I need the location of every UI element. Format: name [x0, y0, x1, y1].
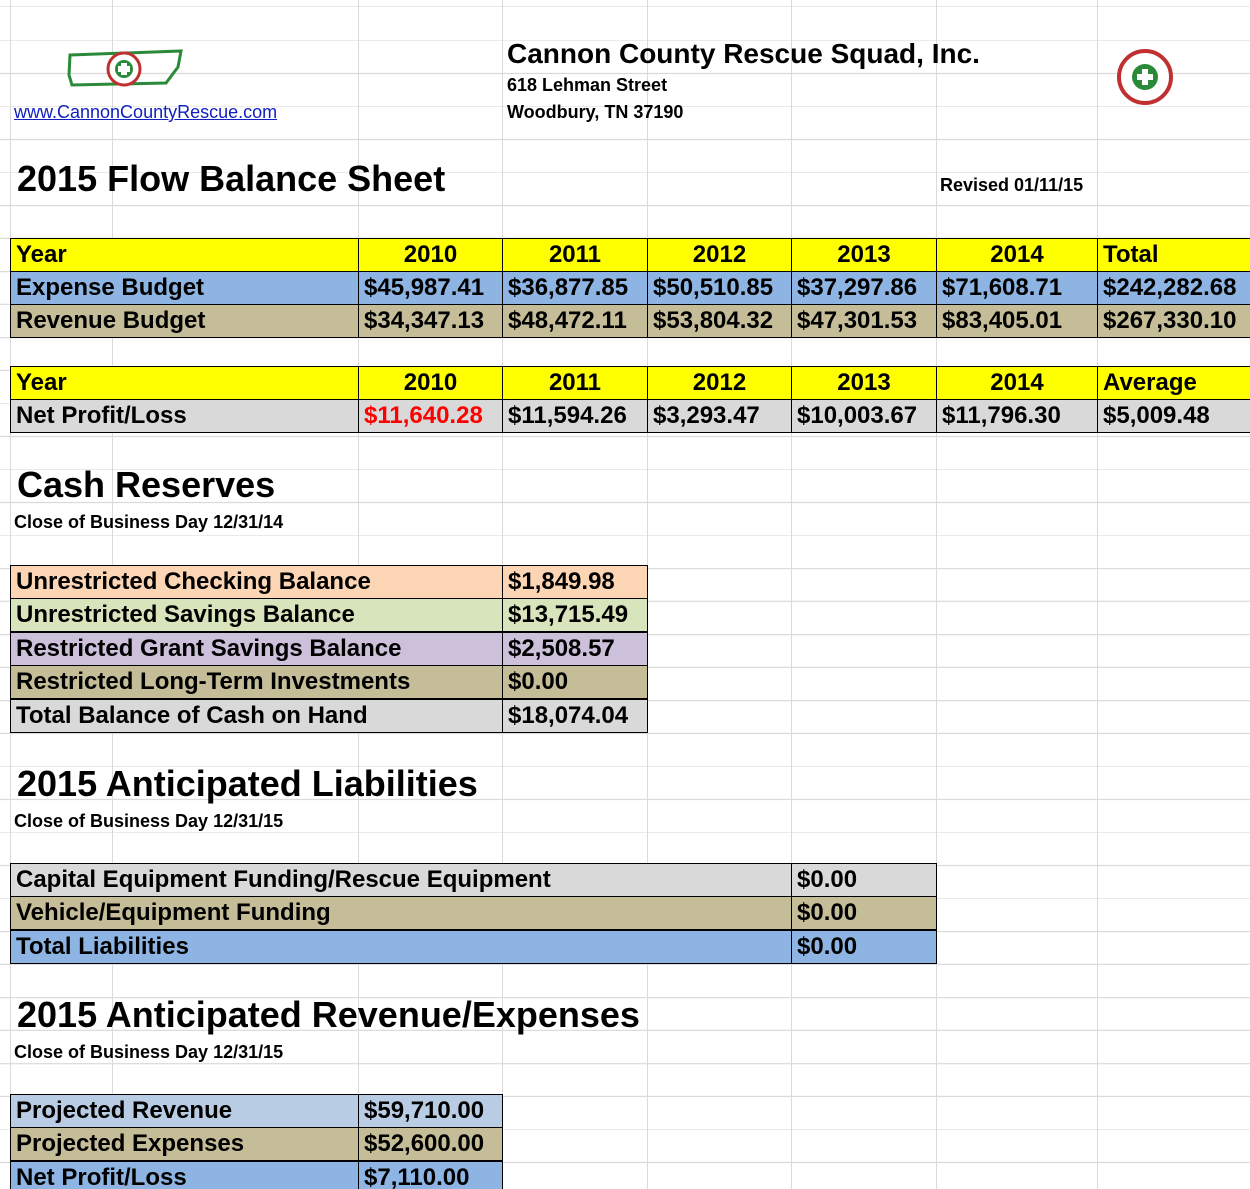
cell: $13,715.49: [502, 598, 648, 633]
cell: $5,009.48: [1097, 399, 1250, 433]
revised-date: Revised 01/11/15: [940, 175, 1084, 195]
cell: Net Profit/Loss: [10, 1160, 359, 1189]
cell: $45,987.41: [358, 271, 503, 305]
cell: 2010: [358, 238, 503, 272]
section-subtitle: Close of Business Day 12/31/14: [14, 512, 284, 532]
sheet-title: 2015 Flow Balance Sheet: [17, 158, 446, 199]
website-link[interactable]: www.CannonCountyRescue.com: [14, 102, 278, 122]
section-title: 2015 Anticipated Revenue/Expenses: [17, 994, 640, 1035]
cell: $0.00: [791, 863, 937, 897]
cell: Capital Equipment Funding/Rescue Equipme…: [10, 863, 792, 897]
cell: $34,347.13: [358, 304, 503, 338]
cell: 2013: [791, 238, 937, 272]
cell: $0.00: [791, 929, 937, 964]
organization: Cannon County Rescue Squad, Inc.: [507, 38, 980, 69]
section-subtitle: Close of Business Day 12/31/15: [14, 1042, 284, 1062]
cell: $0.00: [502, 665, 648, 700]
cell: $11,594.26: [502, 399, 648, 433]
cell: $267,330.10: [1097, 304, 1250, 338]
cell: 2010: [358, 366, 503, 400]
cell: Projected Expenses: [10, 1127, 359, 1162]
grid-line: [791, 0, 792, 1189]
cell: $37,297.86: [791, 271, 937, 305]
cell: $2,508.57: [502, 631, 648, 666]
cell: $53,804.32: [647, 304, 792, 338]
street: 618 Lehman Street: [507, 75, 668, 95]
cell: $11,640.28: [358, 399, 503, 433]
cell: 2014: [936, 238, 1098, 272]
cell: Unrestricted Savings Balance: [10, 598, 503, 633]
section-subtitle: Close of Business Day 12/31/15: [14, 811, 284, 831]
cell: $7,110.00: [358, 1160, 503, 1189]
cell: Restricted Long-Term Investments: [10, 665, 503, 700]
grid-line: [936, 0, 937, 1189]
cell: Vehicle/Equipment Funding: [10, 896, 792, 931]
cell: $1,849.98: [502, 565, 648, 599]
cell: 2013: [791, 366, 937, 400]
cell: Projected Revenue: [10, 1094, 359, 1128]
cell: $83,405.01: [936, 304, 1098, 338]
cell: $3,293.47: [647, 399, 792, 433]
cell: $0.00: [791, 896, 937, 931]
cell: 2011: [502, 366, 648, 400]
cell: 2014: [936, 366, 1098, 400]
grid-line: [1097, 0, 1098, 1189]
cell: $36,877.85: [502, 271, 648, 305]
cell: $11,796.30: [936, 399, 1098, 433]
cell: Revenue Budget: [10, 304, 359, 338]
cell: Total Balance of Cash on Hand: [10, 698, 503, 733]
cell: $52,600.00: [358, 1127, 503, 1162]
cell: $10,003.67: [791, 399, 937, 433]
cell: $242,282.68: [1097, 271, 1250, 305]
cell: Average: [1097, 366, 1250, 400]
cell: Net Profit/Loss: [10, 399, 359, 433]
cell: 2011: [502, 238, 648, 272]
cell: $48,472.11: [502, 304, 648, 338]
cell: $50,510.85: [647, 271, 792, 305]
cell: Expense Budget: [10, 271, 359, 305]
cell: Restricted Grant Savings Balance: [10, 631, 503, 666]
cell: $18,074.04: [502, 698, 648, 733]
city: Woodbury, TN 37190: [507, 102, 684, 122]
cell: Total: [1097, 238, 1250, 272]
cell: 2012: [647, 366, 792, 400]
cell: Year: [10, 238, 359, 272]
cell: Total Liabilities: [10, 929, 792, 964]
cell: Unrestricted Checking Balance: [10, 565, 503, 599]
cell: 2012: [647, 238, 792, 272]
cell: $59,710.00: [358, 1094, 503, 1128]
section-title: Cash Reserves: [17, 464, 276, 505]
tennessee-logo: [67, 49, 183, 87]
rescue-logo: [1117, 49, 1173, 105]
section-title: 2015 Anticipated Liabilities: [17, 763, 478, 804]
cell: $71,608.71: [936, 271, 1098, 305]
cell: Year: [10, 366, 359, 400]
cell: $47,301.53: [791, 304, 937, 338]
